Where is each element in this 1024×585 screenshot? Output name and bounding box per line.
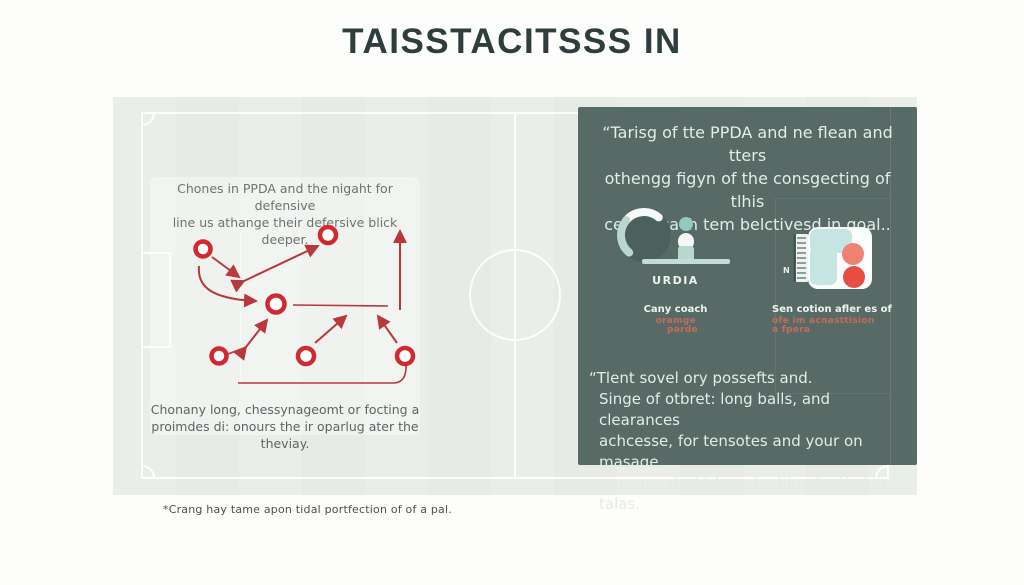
note-line: line us athange their defersive blick de… — [172, 215, 398, 247]
note-line: proimdes di: onours the ir oparlug ater … — [151, 419, 419, 434]
quote-line: cerver cach tem belctivesd in goal.. — [604, 215, 891, 234]
note-line: Chones in PPDA and the nigaht for defens… — [177, 181, 393, 213]
info-panel: “Tarisg of tte PPDA and ne flean and tte… — [578, 107, 917, 513]
left-card-red-line: oramge — [655, 316, 696, 326]
body-line: achcesse, for tensotes and your on masag… — [599, 432, 863, 471]
right-card-red-line: ofe im acnasttision — [772, 316, 875, 326]
left-card-caption: Cany coach — [643, 304, 708, 315]
pitch-note-bottom: Chonany long, chessynageomt or focting a… — [150, 401, 420, 452]
left-goal-area — [141, 252, 171, 348]
corner-arc — [875, 465, 889, 479]
right-card-caption: Sen cotion afler es of — [772, 304, 892, 315]
pitch-line-showthrough — [890, 107, 891, 465]
ruler-letter: N — [783, 266, 790, 275]
body-line: “Tlent sovel ory possefts and. — [589, 369, 813, 387]
right-card-red-line: a fpera — [772, 325, 811, 335]
penalty-box-showthrough — [775, 198, 890, 394]
corner-arc — [141, 112, 155, 126]
note-line: theviay. — [260, 436, 310, 451]
panel-body-text: “Tlent sovel ory possefts and. Singe of … — [589, 368, 911, 515]
page-title: TAISSTACITSSS IN — [342, 22, 682, 61]
panel-quote: “Tarisg of tte PPDA and ne flean and tte… — [586, 121, 909, 236]
footnote: *Crang hay tame apon tidal portfection o… — [163, 503, 452, 516]
body-line: amoxumated ish protectiing footbal in ta… — [599, 474, 887, 513]
pitch-note-top: Chones in PPDA and the nigaht for defens… — [150, 180, 420, 248]
quote-line: othengg figyn of the consgecting of tlhi… — [604, 169, 891, 211]
backdrop-seam — [365, 230, 366, 385]
left-card-red-line: parde — [666, 325, 698, 335]
quote-line: “Tarisg of tte PPDA and ne flean and tte… — [602, 123, 893, 165]
note-line: Chonany long, chessynageomt or focting a — [150, 402, 420, 417]
center-circle — [469, 249, 561, 341]
backdrop-seam — [240, 230, 241, 385]
corner-arc — [141, 465, 155, 479]
left-card-label: URDIA — [652, 274, 699, 287]
body-line: Singe of otbret: long balls, and clearan… — [599, 390, 831, 429]
